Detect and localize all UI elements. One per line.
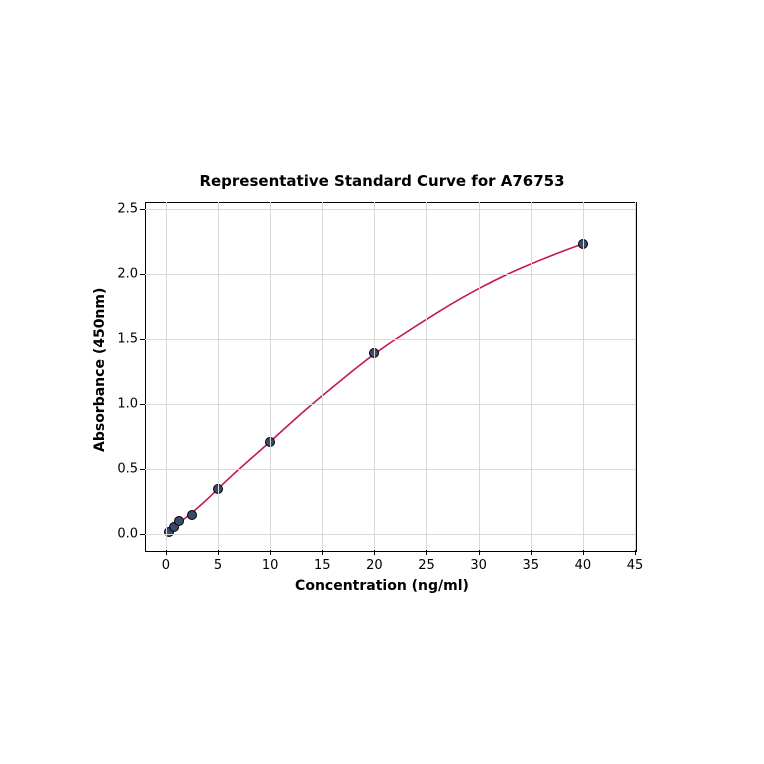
x-tick [218,550,219,555]
y-axis-label: Absorbance (450nm) [92,288,108,452]
grid-line-vertical [218,202,219,550]
grid-line-vertical [166,202,167,550]
grid-line-horizontal [145,339,635,340]
x-tick [166,550,167,555]
x-tick [374,550,375,555]
grid-line-vertical [322,202,323,550]
x-tick-label: 30 [470,558,487,573]
chart-canvas: Representative Standard Curve for A76753… [0,0,764,764]
y-tick [140,209,145,210]
x-axis-label: Concentration (ng/ml) [0,578,764,594]
x-tick-label: 25 [418,558,435,573]
grid-line-horizontal [145,209,635,210]
grid-line-vertical [270,202,271,550]
data-point-marker [174,516,184,526]
data-point-marker [187,510,197,520]
y-tick-label: 2.5 [110,201,138,216]
grid-line-vertical [374,202,375,550]
x-tick-label: 40 [575,558,592,573]
y-tick [140,339,145,340]
y-tick-label: 1.5 [110,331,138,346]
standard-curve-line [169,244,583,532]
x-tick-label: 35 [522,558,539,573]
grid-line-vertical [479,202,480,550]
grid-line-horizontal [145,274,635,275]
grid-line-vertical [635,202,636,550]
x-tick-label: 15 [314,558,331,573]
x-tick [635,550,636,555]
x-tick-label: 20 [366,558,383,573]
y-tick [140,469,145,470]
y-tick-label: 0.0 [110,527,138,542]
x-tick [531,550,532,555]
x-tick [270,550,271,555]
y-tick [140,404,145,405]
y-tick [140,274,145,275]
grid-line-horizontal [145,534,635,535]
x-tick-label: 45 [627,558,644,573]
y-tick [140,534,145,535]
grid-line-horizontal [145,404,635,405]
grid-line-vertical [583,202,584,550]
y-tick-label: 2.0 [110,266,138,281]
x-tick [583,550,584,555]
x-tick [426,550,427,555]
x-tick-label: 5 [214,558,222,573]
curve-line [0,0,764,764]
grid-line-vertical [531,202,532,550]
x-tick [479,550,480,555]
y-tick-label: 1.0 [110,397,138,412]
grid-line-vertical [426,202,427,550]
y-tick-label: 0.5 [110,462,138,477]
x-tick-label: 0 [162,558,170,573]
x-tick [322,550,323,555]
x-tick-label: 10 [262,558,279,573]
grid-line-horizontal [145,469,635,470]
